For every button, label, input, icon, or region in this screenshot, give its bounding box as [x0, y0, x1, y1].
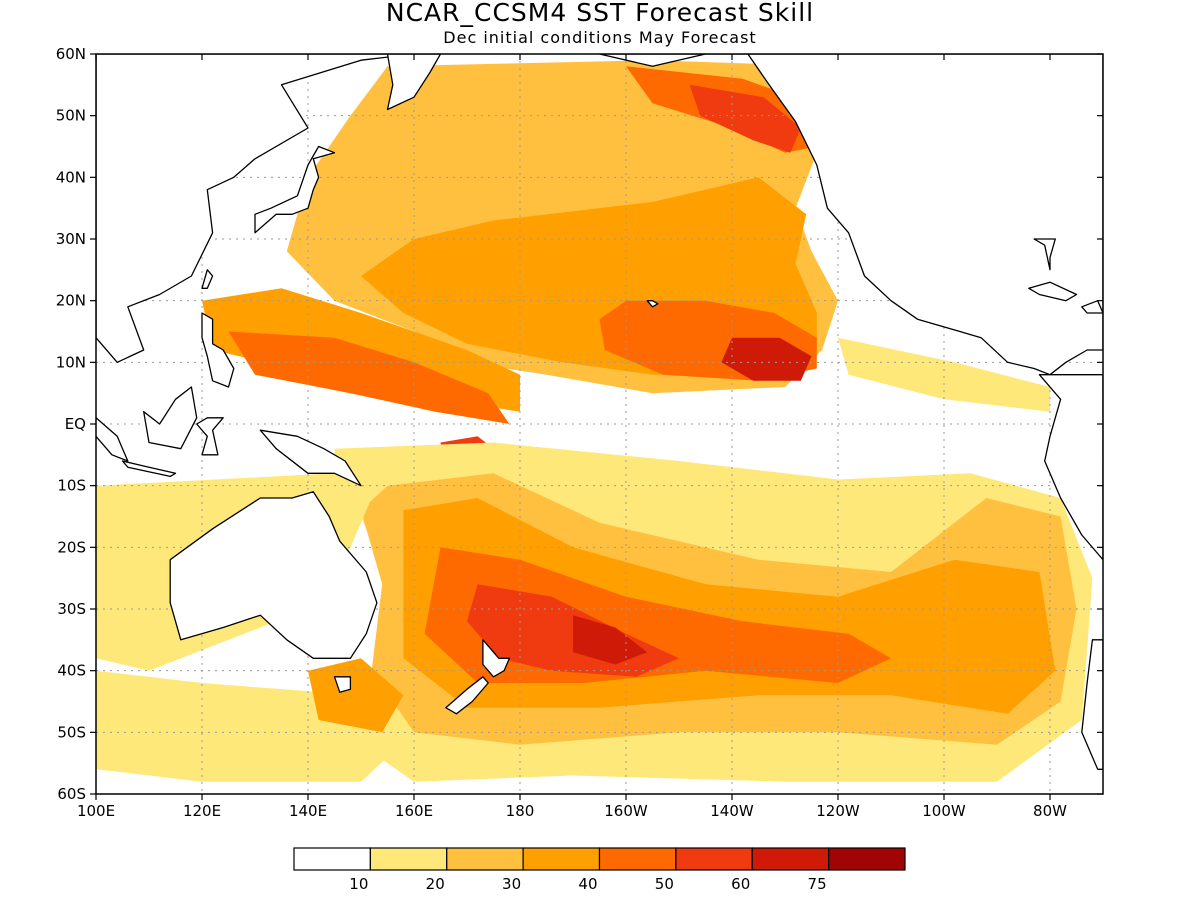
colorbar-label: 50: [655, 875, 674, 893]
y-tick-label: 30S: [57, 600, 86, 618]
coastline-2: [386, 54, 442, 111]
coastline-19: [1028, 281, 1078, 302]
x-tick-label: 140W: [710, 802, 754, 820]
y-tick-label: 40S: [57, 662, 86, 680]
coastline-5: [1033, 238, 1056, 271]
skill-region-17: [308, 658, 404, 733]
colorbar-label: 10: [349, 875, 368, 893]
colorbar-label: 75: [808, 875, 827, 893]
colorbar-box-6: [751, 847, 830, 871]
y-tick-label: 60N: [56, 45, 86, 63]
skill-region-3: [689, 84, 801, 153]
x-tick-label: 100W: [922, 802, 966, 820]
colorbar-box-3: [522, 847, 601, 871]
coastline-14: [201, 269, 214, 289]
colorbar-box-0: [293, 847, 371, 871]
coastline-0: [169, 491, 378, 659]
figure-title: NCAR_CCSM4 SST Forecast Skill: [385, 0, 815, 27]
y-tick-label: 50N: [56, 107, 86, 125]
colorbar-box-2: [446, 847, 524, 871]
coastline-7: [1081, 639, 1103, 770]
colorbar-box-5: [675, 847, 753, 871]
y-tick-label: 30N: [56, 230, 86, 248]
x-tick-label: 180: [506, 802, 535, 820]
coastline-11: [121, 460, 177, 478]
x-axis: 100E 120E 140E 160E 180 160W 140W 120W 100W 80W: [77, 54, 1067, 820]
skill-region-20: [838, 337, 1050, 412]
coastline-16: [445, 676, 489, 715]
colorbar-label: 20: [426, 875, 445, 893]
y-tick-label: 40N: [56, 168, 86, 186]
colorbar-label: 60: [731, 875, 750, 893]
y-tick-label: 20S: [57, 538, 86, 556]
coastline-6: [1038, 374, 1103, 561]
coastline-20: [1081, 300, 1103, 314]
x-tick-label: 120E: [183, 802, 221, 820]
colorbar-box-1: [369, 847, 448, 871]
y-tick-label: EQ: [65, 415, 86, 433]
grid: [96, 54, 1103, 794]
coastline-3: [254, 145, 336, 234]
coastline-9: [143, 386, 198, 450]
colorbar-label: 30: [502, 875, 521, 893]
skill-region-5: [721, 337, 812, 381]
y-tick-label: 10S: [57, 477, 86, 495]
x-tick-label: 140E: [289, 802, 327, 820]
coastline-13: [201, 312, 235, 388]
skill-region-7: [228, 331, 510, 424]
coastline-10: [96, 416, 129, 462]
colorbar: 10 20 30 40 50 60 75: [293, 847, 906, 893]
figure-subtitle: Dec initial conditions May Forecast: [443, 28, 757, 47]
x-tick-label: 160E: [395, 802, 433, 820]
coastline-15: [482, 639, 511, 678]
x-tick-label: 80W: [1033, 802, 1067, 820]
y-axis: 60N 50N 40N 30N 20N 10N EQ 10S 20S 30S 40S 50S 60S: [56, 45, 1103, 803]
y-tick-label: 50S: [57, 723, 86, 741]
skill-region-14: [573, 615, 648, 665]
y-tick-label: 10N: [56, 353, 86, 371]
x-tick-label: 160W: [604, 802, 648, 820]
coastline-17: [333, 676, 352, 693]
y-tick-label: 60S: [57, 785, 86, 803]
colorbar-box-4: [598, 847, 677, 871]
coastline-18: [646, 300, 659, 308]
colorbar-label: 40: [578, 875, 597, 893]
skill-shading: [96, 60, 1103, 782]
coastline-8: [259, 429, 362, 487]
x-tick-label: 100E: [77, 802, 115, 820]
colorbar-box-7: [828, 847, 906, 871]
x-tick-label: 120W: [816, 802, 860, 820]
coastline-12: [196, 417, 224, 456]
coastline-4: [598, 54, 1103, 376]
y-tick-label: 20N: [56, 292, 86, 310]
coastlines: [96, 54, 1103, 770]
